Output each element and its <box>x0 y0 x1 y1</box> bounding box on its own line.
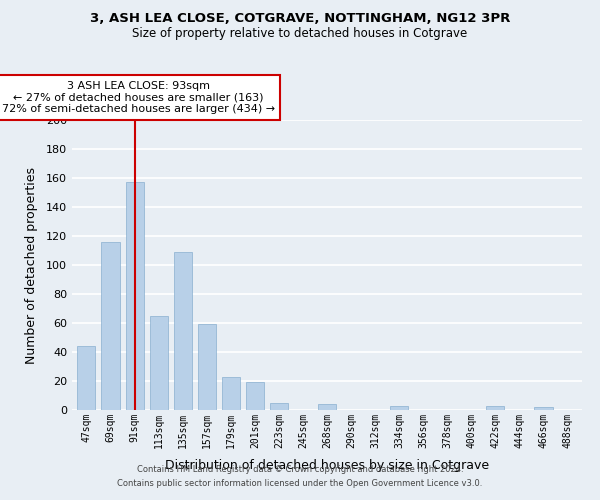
Bar <box>535 407 553 410</box>
Text: 3, ASH LEA CLOSE, COTGRAVE, NOTTINGHAM, NG12 3PR: 3, ASH LEA CLOSE, COTGRAVE, NOTTINGHAM, … <box>90 12 510 26</box>
Bar <box>173 252 191 410</box>
Bar <box>390 406 408 410</box>
Bar <box>487 406 505 410</box>
Bar <box>125 182 143 410</box>
Bar <box>246 382 264 410</box>
Text: Contains HM Land Registry data © Crown copyright and database right 2024.
Contai: Contains HM Land Registry data © Crown c… <box>118 466 482 487</box>
Bar <box>77 346 95 410</box>
Text: Size of property relative to detached houses in Cotgrave: Size of property relative to detached ho… <box>133 28 467 40</box>
Y-axis label: Number of detached properties: Number of detached properties <box>25 166 38 364</box>
Bar <box>318 404 336 410</box>
Bar <box>197 324 216 410</box>
Bar <box>222 376 240 410</box>
Text: 3 ASH LEA CLOSE: 93sqm
← 27% of detached houses are smaller (163)
72% of semi-de: 3 ASH LEA CLOSE: 93sqm ← 27% of detached… <box>2 81 275 114</box>
Bar <box>149 316 167 410</box>
Bar <box>101 242 119 410</box>
X-axis label: Distribution of detached houses by size in Cotgrave: Distribution of detached houses by size … <box>165 459 489 472</box>
Bar <box>270 403 288 410</box>
